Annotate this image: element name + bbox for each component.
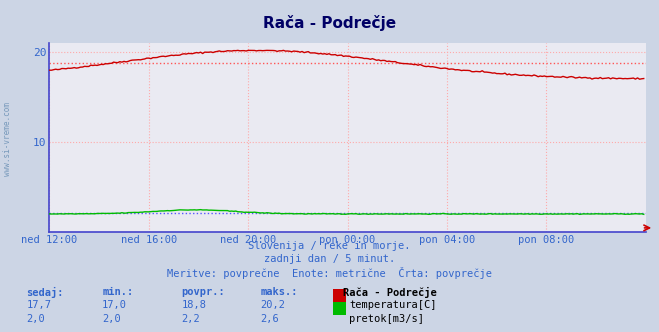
Text: 20,2: 20,2 [260,300,285,310]
Text: Meritve: povprečne  Enote: metrične  Črta: povprečje: Meritve: povprečne Enote: metrične Črta:… [167,267,492,279]
Text: Slovenija / reke in morje.: Slovenija / reke in morje. [248,241,411,251]
Text: min.:: min.: [102,287,133,297]
Text: povpr.:: povpr.: [181,287,225,297]
Text: temperatura[C]: temperatura[C] [349,300,437,310]
Text: pretok[m3/s]: pretok[m3/s] [349,314,424,324]
Text: zadnji dan / 5 minut.: zadnji dan / 5 minut. [264,254,395,264]
Text: 2,0: 2,0 [102,314,121,324]
Text: sedaj:: sedaj: [26,287,64,298]
Text: Rača - Podrečje: Rača - Podrečje [263,15,396,31]
Text: www.si-vreme.com: www.si-vreme.com [3,103,13,176]
Text: 18,8: 18,8 [181,300,206,310]
Text: Rača - Podrečje: Rača - Podrečje [343,287,436,298]
Text: 2,0: 2,0 [26,314,45,324]
Text: 17,7: 17,7 [26,300,51,310]
Text: maks.:: maks.: [260,287,298,297]
Text: 17,0: 17,0 [102,300,127,310]
Text: 2,6: 2,6 [260,314,279,324]
Text: 2,2: 2,2 [181,314,200,324]
